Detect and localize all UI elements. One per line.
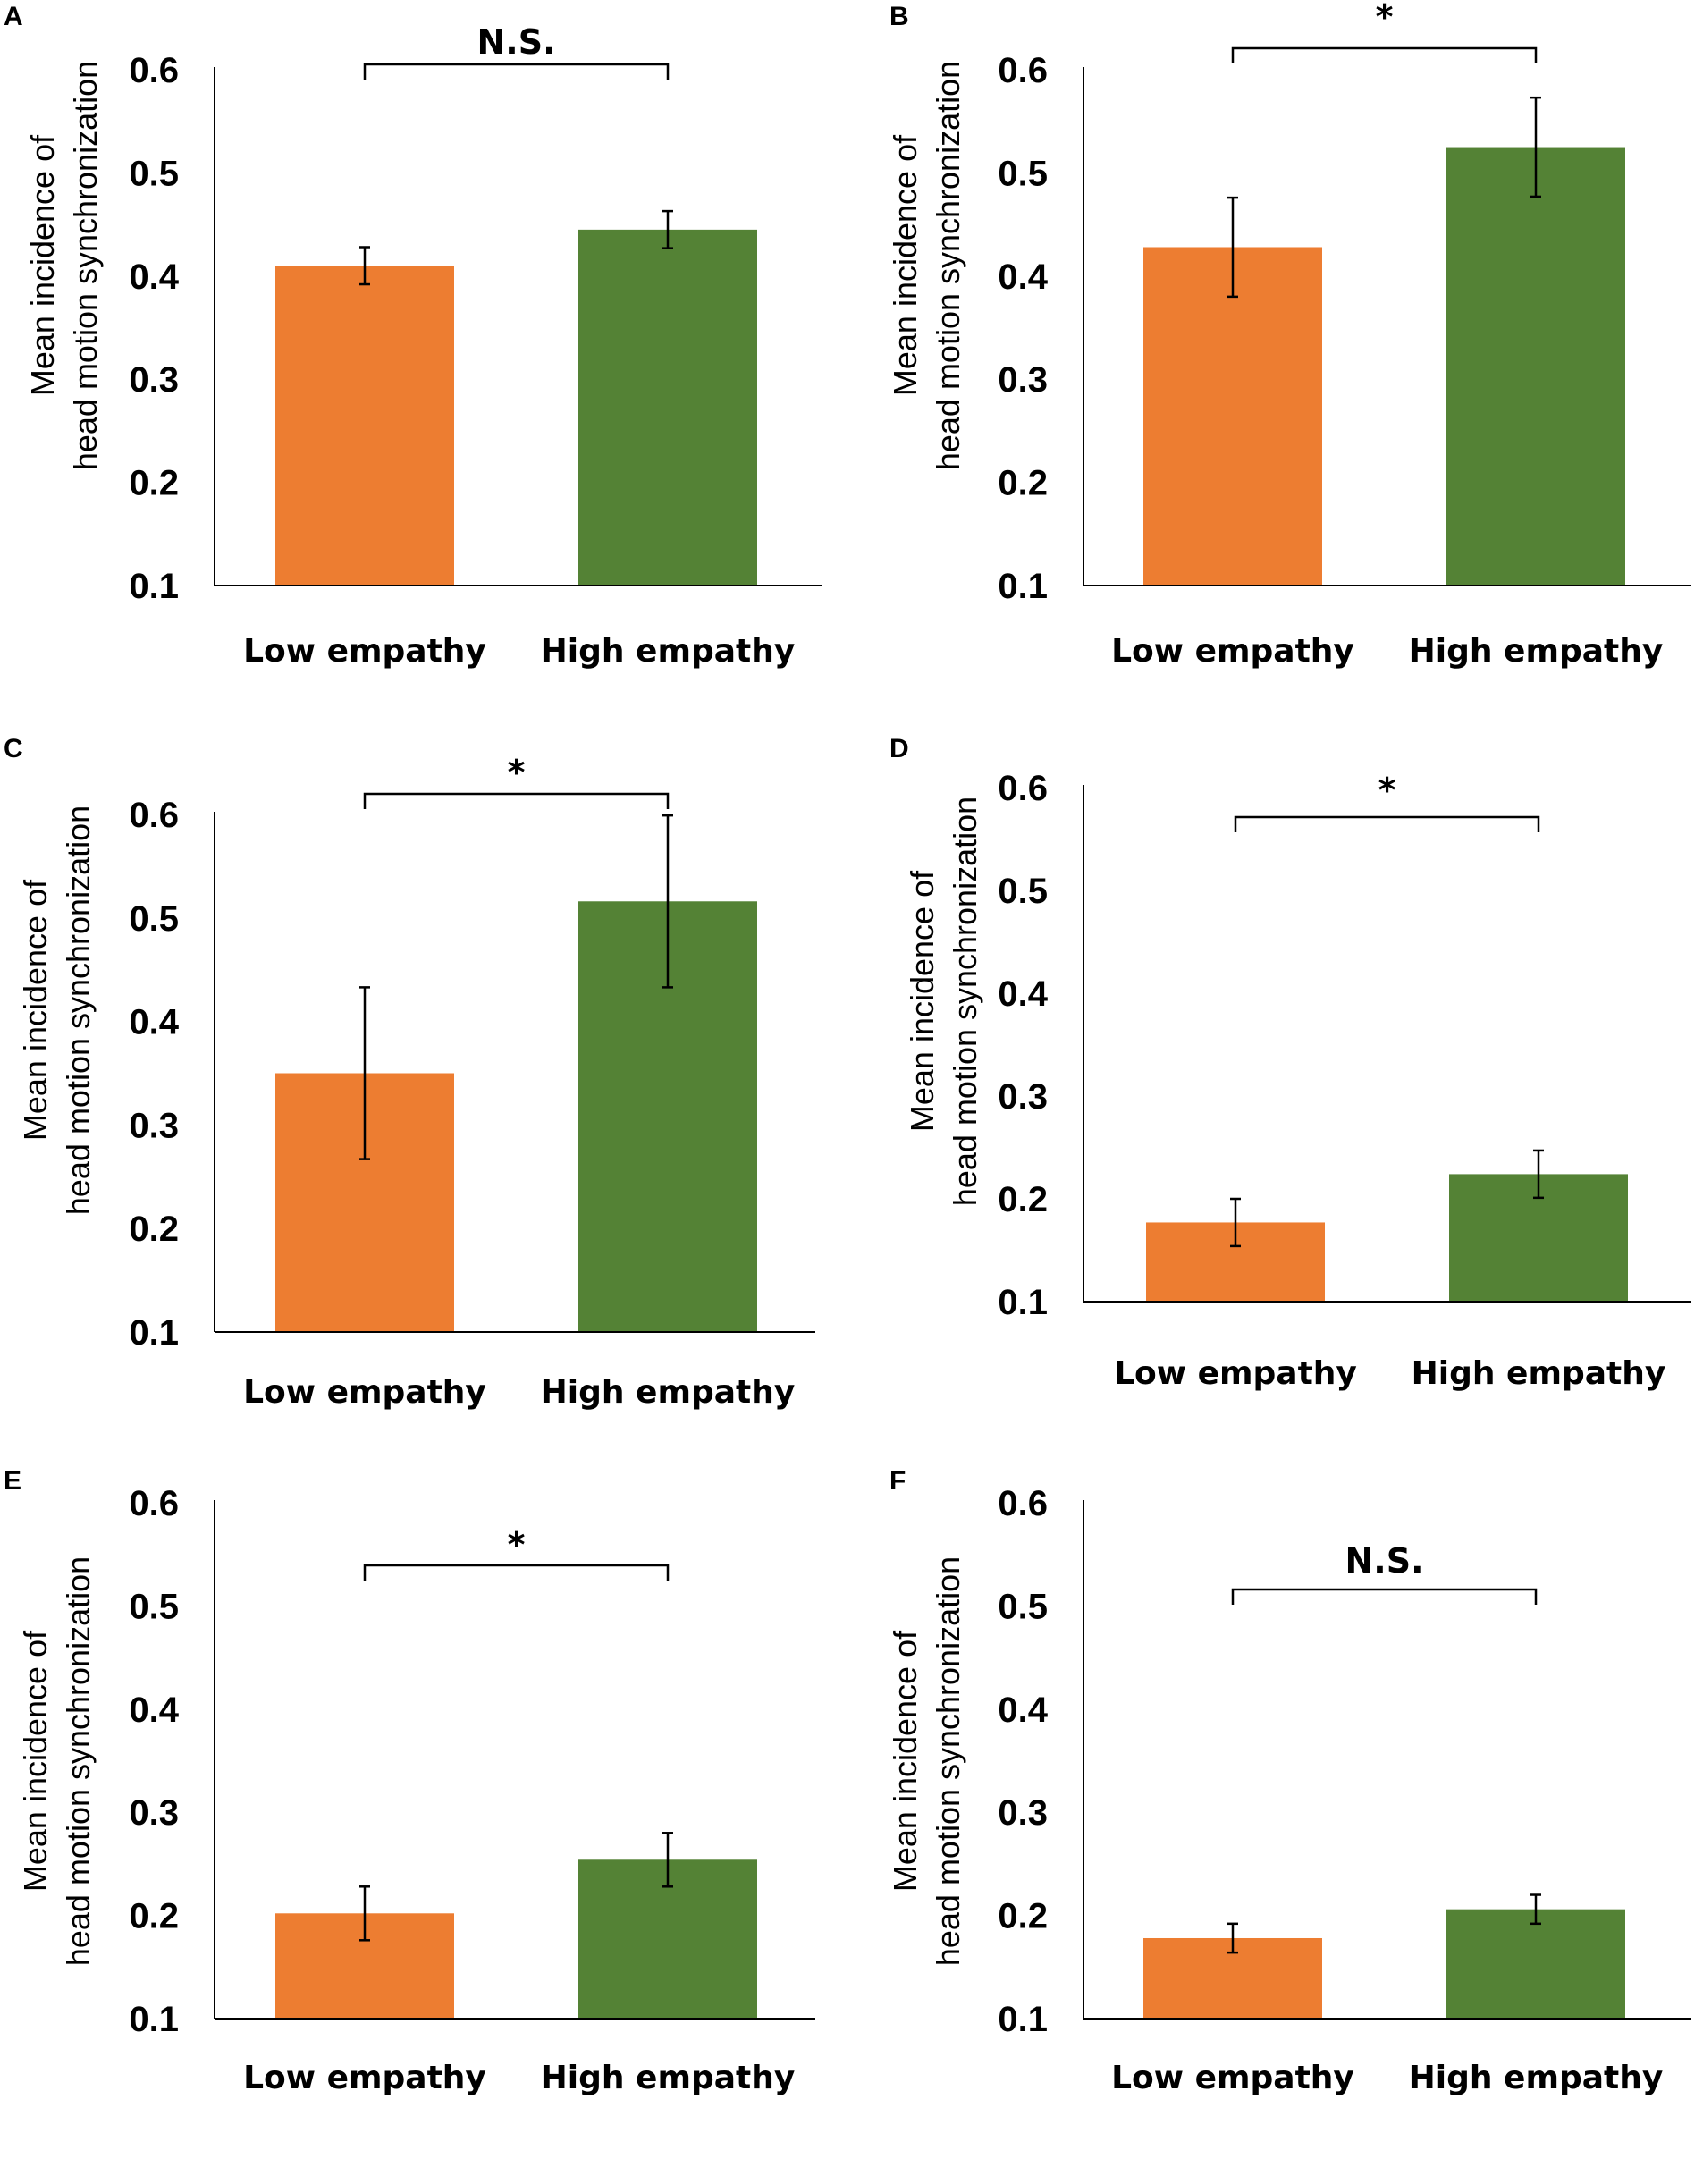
panel-label: B <box>889 2 909 31</box>
y-tick-label: 0.4 <box>998 257 1048 297</box>
y-tick-label: 0.6 <box>998 1484 1048 1523</box>
significance-bracket <box>1231 1588 1538 1605</box>
bar <box>578 229 757 586</box>
y-axis-title: head motion synchronization <box>60 805 97 1215</box>
y-axis-title: Mean incidence of <box>887 1630 923 1892</box>
y-axis-title: head motion synchronization <box>947 797 983 1206</box>
panel-label: E <box>4 1466 21 1496</box>
y-tick-label: 0.3 <box>998 1077 1048 1117</box>
bar <box>1143 247 1322 586</box>
significance-bracket <box>1231 46 1538 63</box>
y-axis-title: head motion synchronization <box>67 61 104 470</box>
y-tick-label: 0.3 <box>129 1106 179 1145</box>
y-tick-label: 0.6 <box>129 51 179 90</box>
y-tick-label: 0.2 <box>998 1180 1048 1219</box>
category-label: Low empathy <box>243 1374 486 1411</box>
significance-label: N.S. <box>476 22 555 62</box>
significance-bracket <box>363 1564 670 1581</box>
significance-label: * <box>508 1525 526 1564</box>
y-tick-label: 0.5 <box>129 899 179 939</box>
y-tick-label: 0.4 <box>998 1691 1048 1730</box>
category-label: High empathy <box>1412 1355 1666 1392</box>
panel-c: C 0.6 0.5 0.4 0.3 0.2 0.1 Mean incidence of head… <box>4 734 815 1411</box>
y-tick-label: 0.5 <box>998 872 1048 911</box>
y-tick-label: 0.4 <box>129 1691 179 1730</box>
category-label: Low empathy <box>1114 1355 1357 1392</box>
panel-d: D 0.6 0.5 0.4 0.3 0.2 0.1 Mean incidence of head… <box>889 734 1691 1392</box>
category-label: High empathy <box>1409 633 1664 670</box>
y-tick-label: 0.1 <box>129 2000 179 2039</box>
y-tick-label: 0.2 <box>998 1897 1048 1936</box>
y-tick-label: 0.4 <box>129 1003 179 1042</box>
significance-label: N.S. <box>1345 1541 1423 1581</box>
panel-label: F <box>889 1466 906 1496</box>
y-tick-label: 0.1 <box>998 1283 1048 1322</box>
bar <box>1446 1909 1625 2019</box>
panel-b: B 0.6 0.5 0.4 0.3 0.2 0.1 Mean incidence of head… <box>887 0 1691 670</box>
y-tick-label: 0.5 <box>129 1587 179 1626</box>
y-axis-title: Mean incidence of <box>904 870 940 1132</box>
y-axis-title: Mean incidence of <box>17 1630 54 1892</box>
panel-e: E 0.6 0.5 0.4 0.3 0.2 0.1 Mean incidence of head… <box>4 1466 815 2096</box>
y-tick-label: 0.1 <box>998 567 1048 606</box>
y-tick-label: 0.5 <box>998 154 1048 193</box>
category-label: High empathy <box>541 633 796 670</box>
y-axis-title: Mean incidence of <box>17 879 54 1141</box>
y-tick-label: 0.2 <box>129 1210 179 1249</box>
y-axis-title: Mean incidence of <box>887 134 923 396</box>
y-tick-label: 0.6 <box>129 1484 179 1523</box>
panel-label: D <box>889 734 909 763</box>
significance-label: * <box>1378 771 1396 810</box>
y-axis-title: head motion synchronization <box>60 1556 97 1966</box>
significance-label: * <box>1376 0 1394 37</box>
y-tick-label: 0.5 <box>129 154 179 193</box>
y-tick-label: 0.6 <box>998 51 1048 90</box>
y-tick-label: 0.3 <box>998 360 1048 400</box>
panel-a: A 0.6 0.5 0.4 0.3 0.2 0.1 Mean incidence of head… <box>4 2 822 670</box>
panel-f: F 0.6 0.5 0.4 0.3 0.2 0.1 Mean incidence of head… <box>887 1466 1691 2096</box>
category-label: High empathy <box>541 1374 796 1411</box>
y-tick-label: 0.3 <box>998 1793 1048 1833</box>
y-tick-label: 0.6 <box>129 796 179 835</box>
category-label: High empathy <box>1409 2060 1664 2096</box>
y-tick-label: 0.3 <box>129 1793 179 1833</box>
category-label: Low empathy <box>1111 2060 1354 2096</box>
y-tick-label: 0.3 <box>129 360 179 400</box>
category-label: High empathy <box>541 2060 796 2096</box>
y-tick-label: 0.1 <box>129 1313 179 1353</box>
significance-bracket <box>1234 815 1540 832</box>
y-tick-label: 0.2 <box>129 464 179 503</box>
bar <box>275 266 454 586</box>
y-tick-label: 0.4 <box>998 974 1048 1014</box>
y-axis-title: head motion synchronization <box>930 1556 966 1966</box>
panel-label: A <box>4 2 23 31</box>
y-tick-label: 0.2 <box>129 1897 179 1936</box>
y-axis-title: head motion synchronization <box>930 61 966 470</box>
y-tick-label: 0.5 <box>998 1587 1048 1626</box>
y-tick-label: 0.6 <box>998 769 1048 808</box>
y-tick-label: 0.1 <box>998 2000 1048 2039</box>
significance-bracket <box>363 63 670 80</box>
category-label: Low empathy <box>243 633 486 670</box>
significance-bracket <box>363 792 670 809</box>
y-tick-label: 0.4 <box>129 257 179 297</box>
bar <box>1446 147 1625 586</box>
category-label: Low empathy <box>1111 633 1354 670</box>
significance-label: * <box>508 753 526 792</box>
y-tick-label: 0.1 <box>129 567 179 606</box>
category-label: Low empathy <box>243 2060 486 2096</box>
y-axis-title: Mean incidence of <box>24 134 61 396</box>
y-tick-label: 0.2 <box>998 464 1048 503</box>
panel-label: C <box>4 734 23 763</box>
